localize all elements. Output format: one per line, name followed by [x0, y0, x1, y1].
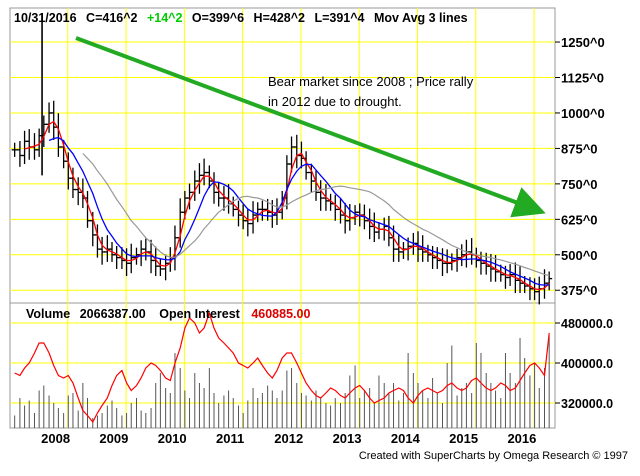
annotation-line-1: Bear market since 2008 ; Price rally — [268, 74, 474, 89]
open-interest-label: Open Interest — [159, 307, 240, 321]
open-interest-path — [14, 311, 550, 424]
x-tick-label: 2014 — [391, 431, 421, 446]
volume-y-axis: 320000.0 400000.0 480000.0 — [555, 317, 613, 411]
open-interest-value: 460885.00 — [251, 307, 310, 321]
header-change: +14^2 — [147, 11, 183, 25]
volume-tick-label: 400000.0 — [561, 357, 613, 371]
price-tick-label: 375^0 — [561, 283, 598, 298]
price-tick-label: 1000^0 — [561, 106, 605, 121]
header-close: C=416^2 — [86, 11, 137, 25]
x-tick-label: 2010 — [158, 431, 187, 446]
price-tick-label: 875^0 — [561, 141, 598, 156]
header-indicator: Mov Avg 3 lines — [374, 11, 468, 25]
open-interest-line — [14, 311, 550, 424]
moving-average-line — [48, 136, 550, 286]
volume-tick-label: 320000.0 — [561, 397, 613, 411]
x-tick-label: 2013 — [333, 431, 362, 446]
volume-value: 2066387.00 — [80, 307, 146, 321]
annotation-line-2: in 2012 due to drought. — [268, 94, 402, 109]
x-tick-label: 2008 — [41, 431, 70, 446]
price-tick-label: 625^0 — [561, 212, 598, 227]
moving-average-line — [24, 120, 550, 291]
price-bars — [11, 13, 553, 305]
price-tick-label: 500^0 — [561, 248, 598, 263]
x-tick-label: 2011 — [216, 431, 244, 446]
x-tick-label: 2012 — [274, 431, 303, 446]
x-tick-label: 2009 — [99, 431, 128, 446]
price-tick-label: 1250^0 — [561, 35, 605, 50]
volume-bars — [14, 335, 550, 428]
header-low: L=391^4 — [314, 11, 364, 25]
volume-label: Volume — [26, 307, 70, 321]
volume-header: Volume 2066387.00 Open Interest 460885.0… — [26, 307, 310, 321]
x-axis: 2008 2009 2010 2011 2012 2013 2014 2015 2016 — [41, 431, 536, 446]
header-high: H=428^2 — [254, 11, 305, 25]
moving-average-line — [82, 153, 550, 277]
price-tick-label: 1125^0 — [561, 70, 604, 85]
header-date: 10/31/2016 — [14, 11, 77, 25]
trend-arrow — [75, 36, 546, 218]
volume-tick-label: 480000.0 — [561, 317, 613, 331]
header-open: O=399^6 — [192, 11, 244, 25]
x-tick-label: 2015 — [449, 431, 478, 446]
x-tick-label: 2016 — [507, 431, 536, 446]
moving-average-lines — [24, 120, 550, 291]
price-tick-label: 750^0 — [561, 177, 598, 192]
header-line: 10/31/2016 C=416^2 +14^2 O=399^6 H=428^2… — [14, 11, 468, 25]
price-y-axis: 375^0 500^0 625^0 750^0 875^0 1000^0 1125^0 125… — [555, 35, 605, 298]
footer-credit: Created with SuperCharts by Omega Resear… — [359, 450, 628, 462]
